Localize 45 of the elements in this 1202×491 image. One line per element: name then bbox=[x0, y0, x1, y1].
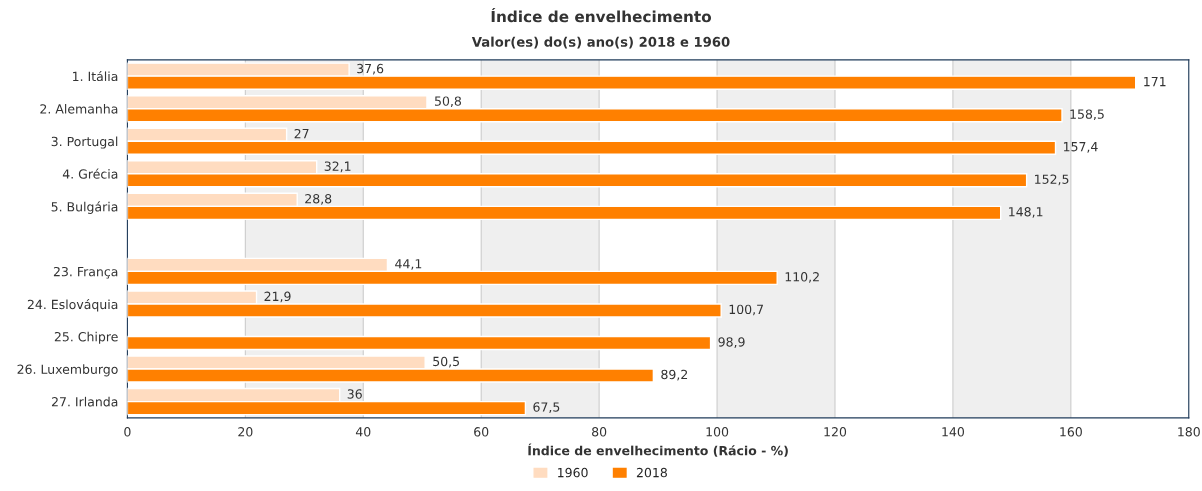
y-tick-label: 3. Portugal bbox=[51, 136, 118, 149]
data-label: 148,1 bbox=[1009, 207, 1043, 218]
y-tick-label: 23. França bbox=[53, 266, 118, 279]
legend-label: 1960 bbox=[558, 467, 588, 478]
bar bbox=[127, 335, 712, 351]
data-label: 21,9 bbox=[264, 291, 291, 303]
legend-label: 2018 bbox=[636, 467, 667, 478]
data-label: 152,5 bbox=[1035, 174, 1069, 186]
x-tick-label: 160 bbox=[1060, 427, 1082, 437]
data-label: 89,2 bbox=[661, 369, 688, 381]
data-label: 32,1 bbox=[324, 161, 351, 173]
y-tick-label: 26. Luxemburgo bbox=[17, 364, 118, 377]
y-tick-label: 27. Irlanda bbox=[51, 396, 118, 407]
data-label: 50,8 bbox=[434, 96, 462, 108]
x-tick-label: 40 bbox=[355, 427, 371, 437]
x-tick-label: 60 bbox=[474, 427, 489, 437]
y-tick-label: 1. Itália bbox=[73, 70, 118, 82]
data-label: 100,7 bbox=[729, 304, 763, 316]
data-label: 27 bbox=[294, 128, 309, 139]
chart-subtitle: Valor(es) do(s) ano(s) 2018 e 1960 bbox=[471, 36, 730, 49]
data-label: 157,4 bbox=[1063, 142, 1098, 153]
data-label: 28,8 bbox=[305, 194, 332, 205]
y-tick-label: 2. Alemanha bbox=[40, 103, 118, 114]
x-axis-title: Índice de envelhecimento (Rácio - %) bbox=[528, 443, 788, 457]
data-label: 171 bbox=[1144, 77, 1166, 87]
data-label: 44,1 bbox=[395, 259, 422, 270]
y-tick-label: 24. Eslováquia bbox=[27, 298, 118, 312]
data-label: 36 bbox=[347, 389, 362, 399]
data-label: 67,5 bbox=[533, 402, 560, 413]
x-tick-label: 120 bbox=[824, 427, 847, 437]
y-tick-label: 5. Bulgária bbox=[51, 201, 118, 214]
data-label: 50,5 bbox=[433, 356, 459, 368]
y-tick-label: 4. Grécia bbox=[62, 168, 118, 179]
x-tick-label: 140 bbox=[942, 427, 965, 437]
data-label: 98,9 bbox=[718, 337, 745, 348]
x-tick-label: 100 bbox=[706, 427, 729, 437]
x-tick-label: 20 bbox=[238, 427, 253, 437]
data-label: 110,2 bbox=[785, 272, 819, 283]
data-label: 37,6 bbox=[357, 63, 384, 75]
chart-title: Índice de envelhecimento bbox=[491, 7, 712, 23]
x-tick-label: 80 bbox=[592, 427, 607, 437]
x-tick-label: 180 bbox=[1178, 427, 1200, 437]
x-tick-label: 0 bbox=[124, 427, 131, 437]
data-label: 158,5 bbox=[1070, 109, 1104, 121]
y-tick-label: 25. Chipre bbox=[54, 331, 118, 344]
